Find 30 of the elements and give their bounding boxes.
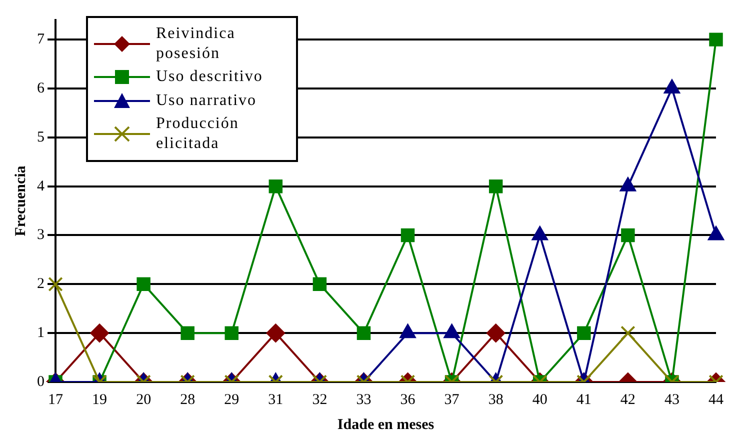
y-tick-label: 5 <box>37 129 44 146</box>
x-tick-label: 43 <box>664 392 680 408</box>
x-tick-label: 33 <box>356 392 372 408</box>
y-tick-label: 2 <box>37 276 44 292</box>
y-tick-label: 7 <box>37 32 45 48</box>
x-tick-label: 28 <box>180 392 196 408</box>
x-tick-label: 29 <box>224 392 240 408</box>
y-tick-label: 1 <box>37 325 44 342</box>
x-tick-label: 40 <box>532 392 548 408</box>
x-tick-label: 38 <box>488 392 504 408</box>
x-tick-label: 17 <box>48 392 64 408</box>
legend-label: Producción elicitada <box>156 114 240 154</box>
y-axis-title: Frecuencia <box>12 165 29 236</box>
y-tick-label: 0 <box>37 374 44 390</box>
x-tick-label: 37 <box>444 392 460 408</box>
x-tick-label: 42 <box>620 392 636 408</box>
x-tick-label: 31 <box>268 392 284 408</box>
legend-label: Uso narrativo <box>156 91 258 111</box>
x-axis-title: Idade en meses <box>337 416 434 433</box>
x-tick-label: 36 <box>400 392 416 408</box>
y-tick-label: 4 <box>37 178 45 194</box>
x-tick-label: 20 <box>136 392 152 408</box>
y-tick-label: 3 <box>37 227 44 244</box>
y-tick-label: 6 <box>37 80 45 96</box>
x-tick-label: 41 <box>576 392 592 408</box>
legend-label: Reivindica posesión <box>156 24 236 64</box>
legend-label: Uso descritivo <box>156 67 264 87</box>
x-tick-label: 44 <box>708 392 724 408</box>
x-tick-label: 19 <box>92 392 108 408</box>
x-tick-label: 32 <box>312 392 328 408</box>
